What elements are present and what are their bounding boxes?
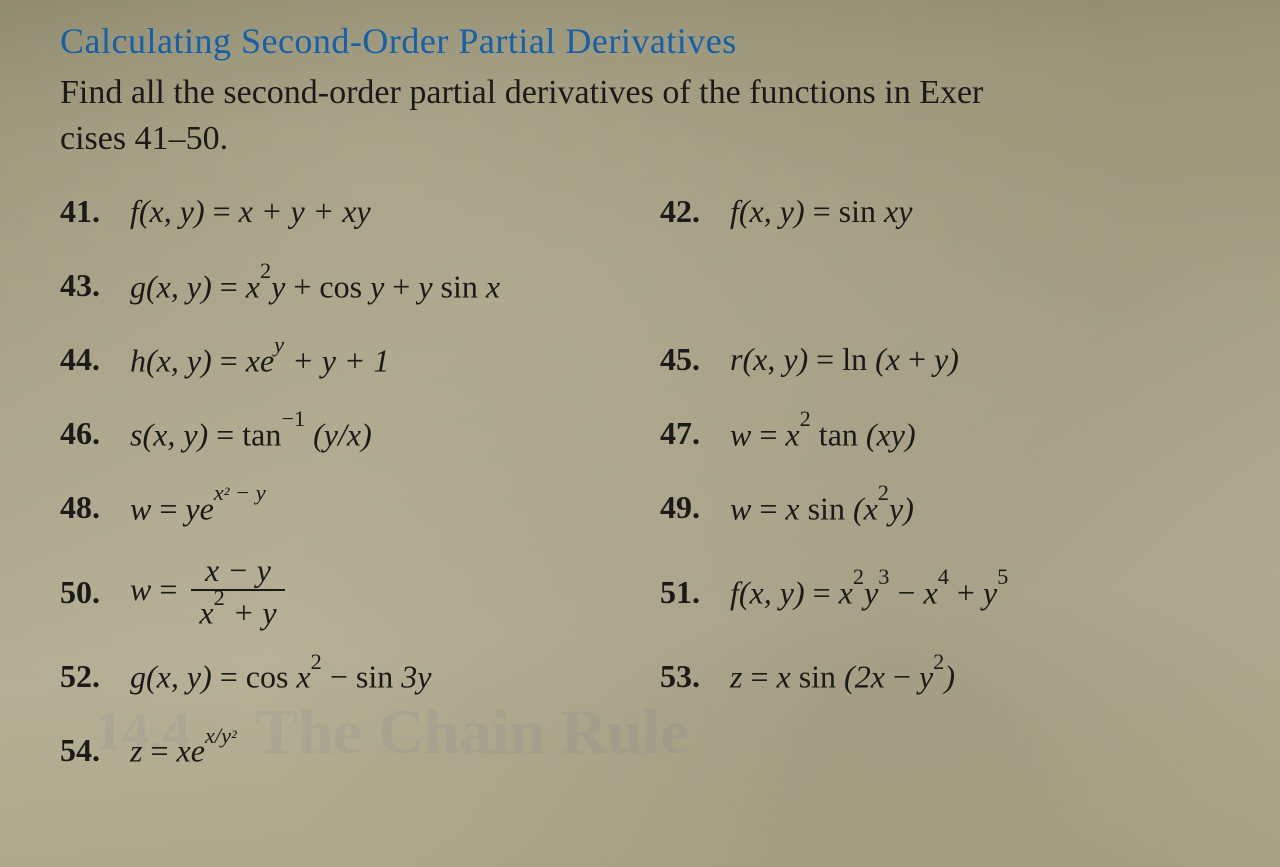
problem-expression: w = x sin (x2y) [730,485,914,531]
problem-53: 53. z = x sin (2x − y2) [660,649,1240,705]
problem-number: 46. [60,411,116,456]
rhs-sup: x² − y [214,480,266,505]
problem-number: 47. [660,411,716,456]
rhs-base: xe [177,733,205,769]
rhs-sup: x/y² [205,723,237,748]
instructions: Find all the second-order partial deriva… [60,70,1240,162]
lhs: r(x, y) [730,341,808,377]
lhs: z [130,733,142,769]
numerator: x − y [197,554,279,590]
problem-expression: s(x, y) = tan−1 (y/x) [130,411,372,457]
problem-expression: g(x, y) = x2y + cos y + y sin x [130,263,500,309]
problem-expression: f(x, y) = sin xy [730,189,912,234]
fraction: x − y x2 + y [191,554,284,631]
problem-number: 45. [660,337,716,382]
problem-number: 49. [660,485,716,530]
lhs: w [730,490,751,526]
problem-46: 46. s(x, y) = tan−1 (y/x) [60,406,640,462]
problem-45: 45. r(x, y) = ln (x + y) [660,332,1240,388]
lhs: z [730,659,742,695]
lhs: g(x, y) [130,268,212,304]
problem-expression: z = x sin (2x − y2) [730,653,955,699]
problem-expression: f(x, y) = x2y3 − x4 + y5 [730,569,1008,615]
section-title: Calculating Second-Order Partial Derivat… [60,20,1240,62]
problem-expression: w = x − y x2 + y [130,554,291,631]
lhs: f(x, y) [730,193,805,229]
problem-expression: r(x, y) = ln (x + y) [730,337,959,382]
problem-number: 53. [660,654,716,699]
rhs-base: ye [185,490,213,526]
problem-52: 52. g(x, y) = cos x2 − sin 3y [60,649,640,705]
lhs: s(x, y) [130,416,208,452]
problem-51: 51. f(x, y) = x2y3 − x4 + y5 [660,554,1240,631]
problem-41: 41. f(x, y) = x + y + xy [60,184,640,240]
problem-number: 48. [60,485,116,530]
rhs-sup: y [274,332,284,357]
lhs: f(x, y) [130,193,205,229]
problem-number: 43. [60,263,116,308]
rhs-base: xe [246,342,274,378]
instructions-line1: Find all the second-order partial deriva… [60,74,983,111]
problem-expression: w = yex² − y [130,485,266,531]
lhs: f(x, y) [730,575,805,611]
problem-49: 49. w = x sin (x2y) [660,480,1240,536]
rhs-tail: + y + 1 [284,342,389,378]
problem-number: 52. [60,654,116,699]
problem-number: 42. [660,189,716,234]
lhs: g(x, y) [130,659,212,695]
problem-47: 47. w = x2 tan (xy) [660,406,1240,462]
problem-expression: f(x, y) = x + y + xy [130,189,371,234]
denominator: x2 + y [191,589,284,630]
problem-expression: w = x2 tan (xy) [730,411,916,457]
problem-number: 54. [60,728,116,773]
rhs-fn: tan [242,416,281,452]
problem-43: 43. g(x, y) = x2y + cos y + y sin x [60,258,1240,314]
problem-48: 48. w = yex² − y [60,480,640,536]
lhs: w [130,571,151,607]
problem-42: 42. f(x, y) = sin xy [660,184,1240,240]
rhs-sup: −1 [281,406,305,431]
problem-54: 54. z = xex/y² [60,723,1240,779]
problem-list: 41. f(x, y) = x + y + xy 42. f(x, y) = s… [60,184,1240,779]
problem-number: 51. [660,570,716,615]
lhs: h(x, y) [130,342,212,378]
lhs: w [130,490,151,526]
instructions-line2: cises 41–50. [60,120,228,157]
lhs: w [730,416,751,452]
problem-expression: g(x, y) = cos x2 − sin 3y [130,653,431,699]
problem-number: 41. [60,189,116,234]
problem-44: 44. h(x, y) = xey + y + 1 [60,332,640,388]
problem-expression: z = xex/y² [130,727,237,773]
problem-expression: h(x, y) = xey + y + 1 [130,337,390,383]
rhs: x + y + xy [239,193,371,229]
problem-number: 50. [60,570,116,615]
problem-50: 50. w = x − y x2 + y [60,554,640,631]
problem-number: 44. [60,337,116,382]
rhs-arg: (y/x) [305,416,372,452]
